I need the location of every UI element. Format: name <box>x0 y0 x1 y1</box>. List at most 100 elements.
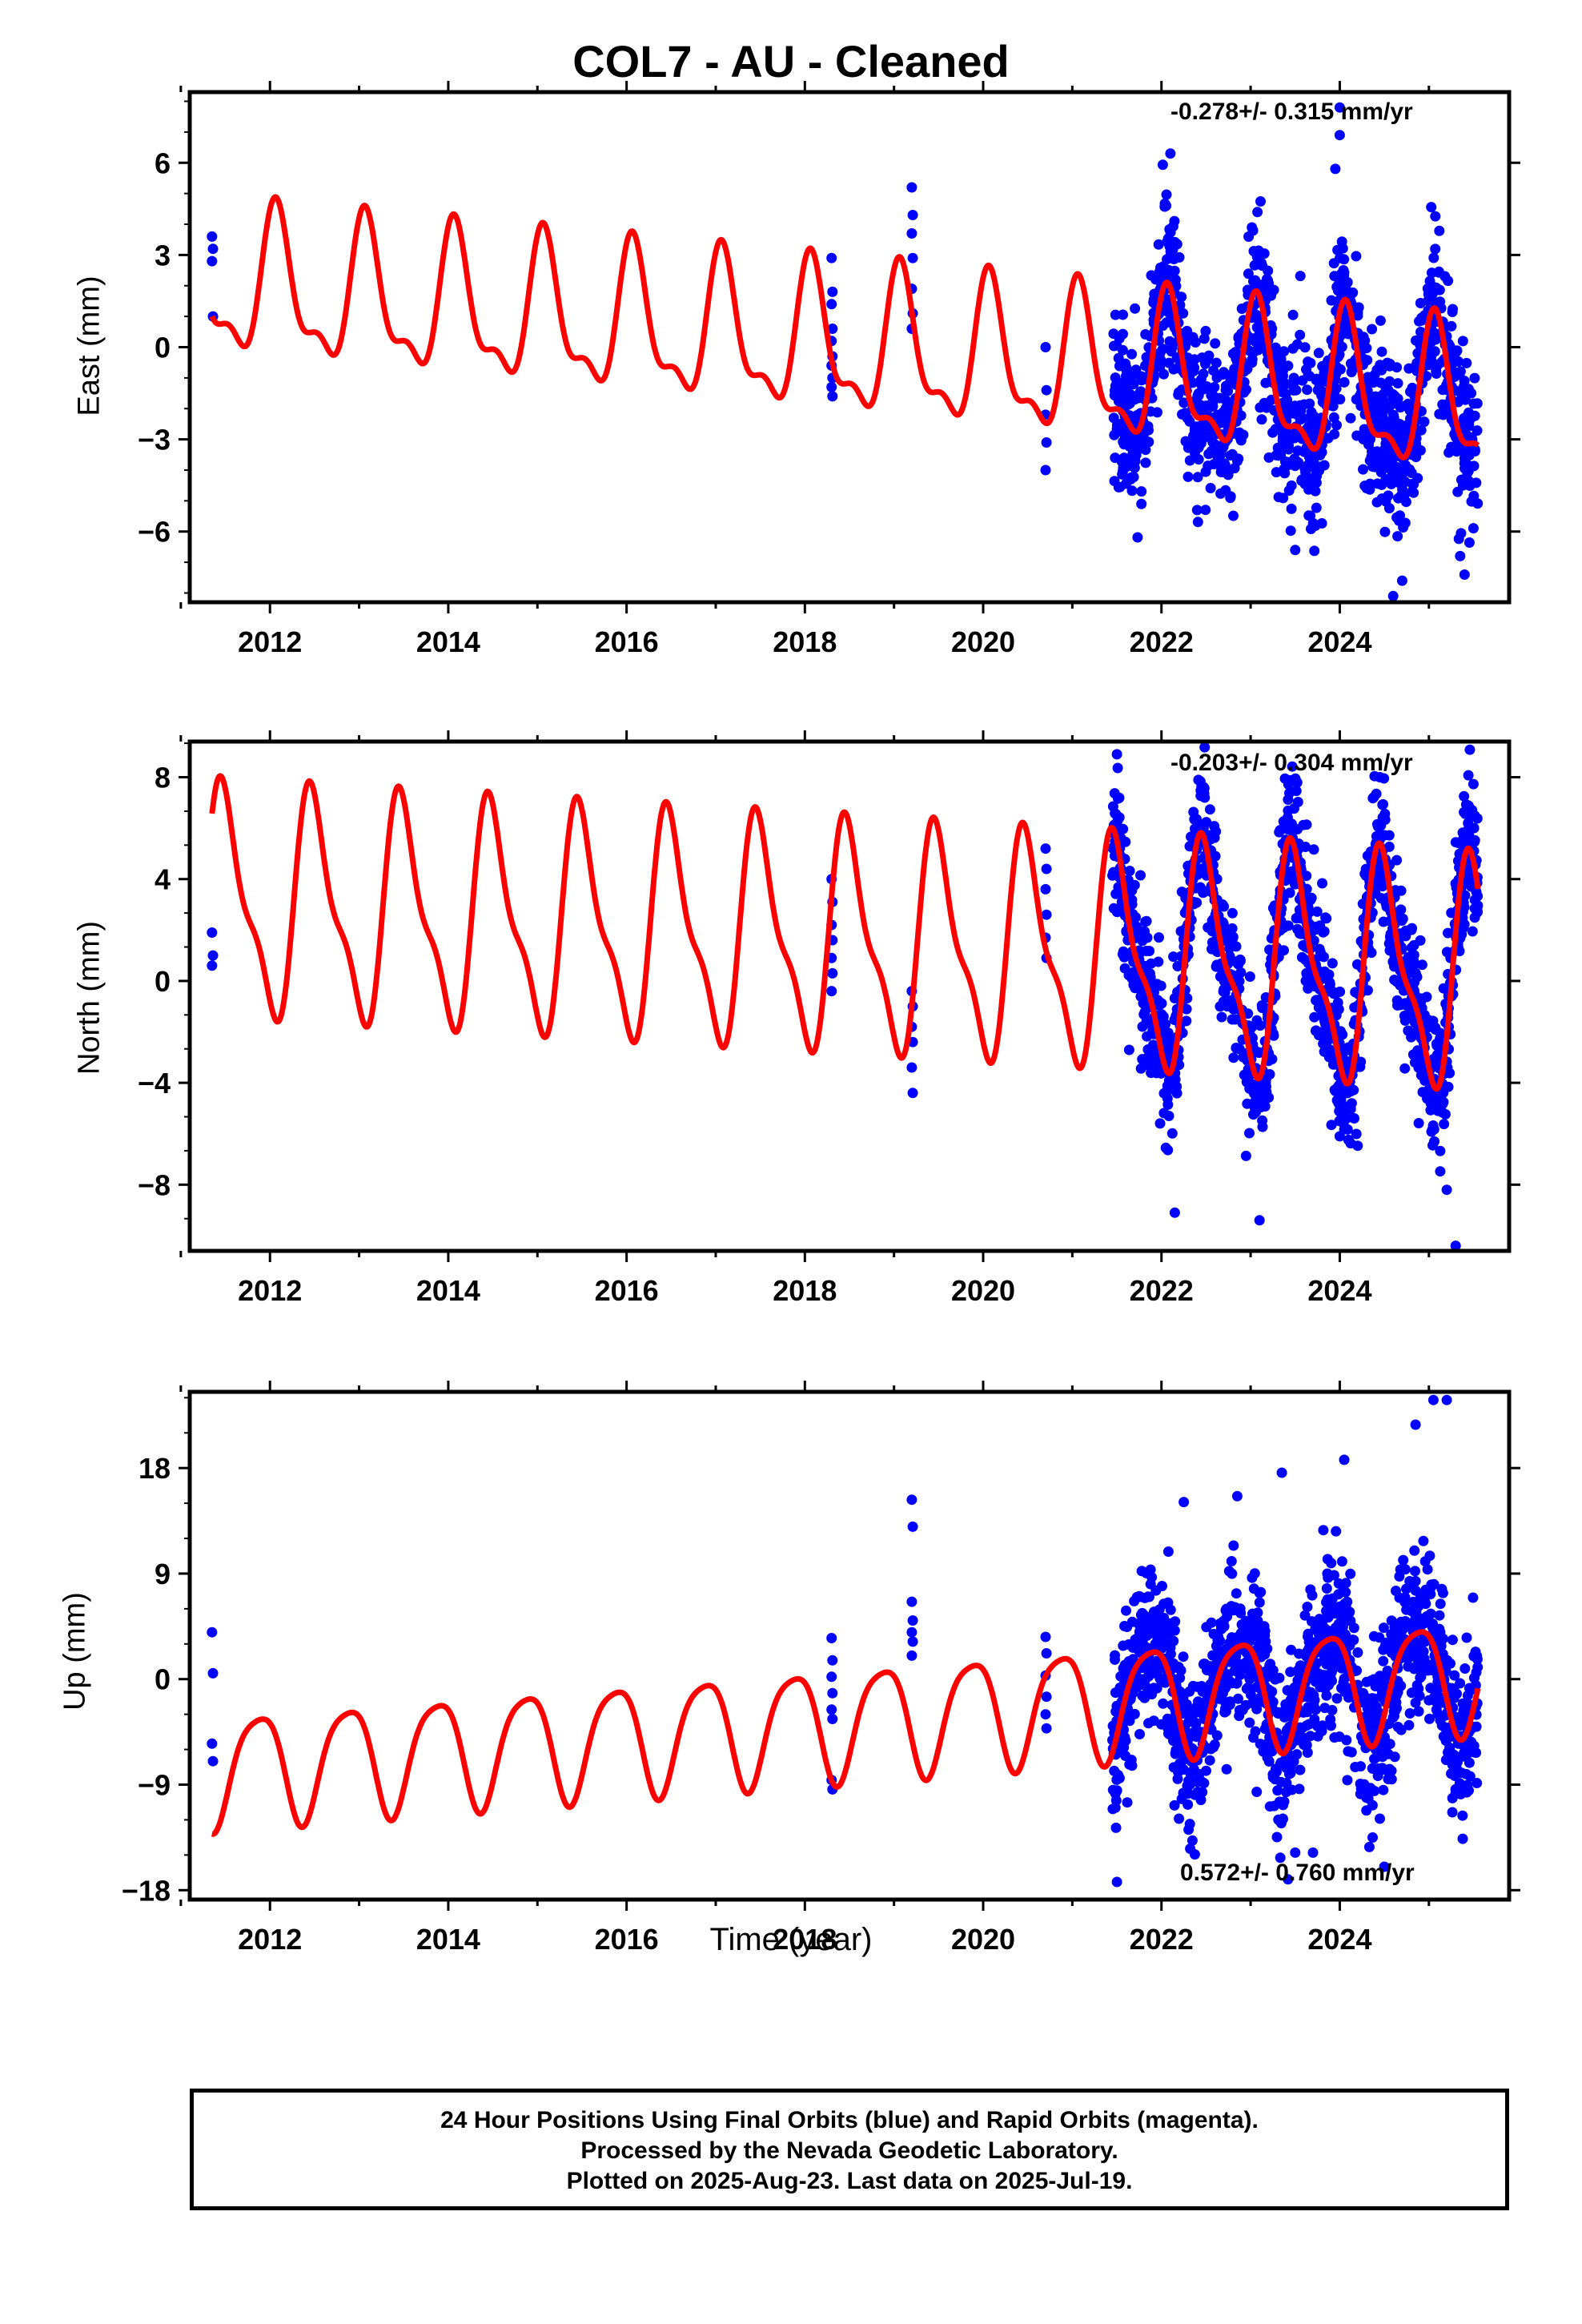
up-data-point <box>826 1633 837 1643</box>
up-data-point <box>1137 1691 1147 1701</box>
up-data-point <box>1192 1787 1203 1797</box>
up-data-point <box>1241 1616 1251 1626</box>
up-data-point <box>1228 1541 1239 1551</box>
up-data-point <box>1322 1583 1332 1594</box>
up-panel: −18 −9 0 9 18 2012 2014 2016 2018 2020 2022 2024 Up… <box>0 0 1582 1970</box>
up-data-point <box>1190 1718 1200 1728</box>
up-data-point <box>1424 1714 1435 1724</box>
up-data-point <box>1252 1607 1263 1618</box>
up-data-point <box>1180 1701 1191 1711</box>
up-data-point <box>1294 1783 1304 1794</box>
up-data-point <box>1309 1714 1319 1724</box>
up-data-point <box>1394 1571 1404 1582</box>
up-data-point <box>1158 1699 1168 1709</box>
up-data-point <box>1157 1581 1167 1591</box>
up-data-point <box>1456 1767 1467 1778</box>
up-ytick-label: −18 <box>122 1874 171 1907</box>
up-data-point <box>1418 1618 1428 1629</box>
up-data-point <box>906 1494 917 1505</box>
up-data-point <box>1248 1631 1259 1642</box>
up-data-point <box>1231 1588 1242 1598</box>
up-data-point <box>1233 1694 1243 1704</box>
up-data-point <box>1323 1554 1333 1564</box>
up-data-point <box>1142 1617 1152 1627</box>
up-data-point <box>1222 1764 1232 1775</box>
up-data-point <box>1409 1664 1419 1675</box>
up-data-point <box>1407 1606 1417 1616</box>
up-data-point <box>1458 1699 1468 1709</box>
up-data-point <box>1166 1605 1176 1615</box>
up-data-point <box>1120 1660 1130 1671</box>
up-data-point <box>1352 1647 1363 1658</box>
up-data-point <box>1173 1774 1183 1784</box>
up-data-point <box>1408 1597 1419 1607</box>
up-data-point <box>1339 1454 1350 1465</box>
footer-line-1: 24 Hour Positions Using Final Orbits (bl… <box>194 2105 1505 2136</box>
up-data-point <box>1441 1755 1452 1765</box>
up-data-point <box>1378 1656 1388 1667</box>
up-data-point <box>1186 1777 1196 1787</box>
up-data-point <box>1205 1755 1215 1766</box>
up-data-point <box>1331 1526 1341 1537</box>
up-data-point <box>1403 1654 1413 1664</box>
up-data-point <box>827 1655 837 1666</box>
up-data-point <box>207 1739 217 1749</box>
up-data-point <box>1163 1546 1174 1557</box>
up-data-point <box>1152 1683 1162 1694</box>
up-data-point <box>1111 1775 1122 1785</box>
up-data-point <box>1363 1703 1373 1714</box>
up-data-point <box>208 1756 219 1767</box>
up-data-point <box>1305 1584 1315 1594</box>
up-data-point <box>1410 1566 1420 1576</box>
up-data-point <box>1472 1778 1482 1788</box>
up-data-point <box>1174 1814 1184 1824</box>
up-data-point <box>1329 1651 1339 1662</box>
up-data-point <box>1399 1622 1410 1633</box>
up-data-point <box>1251 1727 1261 1737</box>
up-data-point <box>1339 1674 1350 1684</box>
up-data-point <box>1387 1615 1397 1626</box>
up-data-point <box>1182 1799 1193 1810</box>
up-data-point <box>1411 1420 1421 1430</box>
up-data-point <box>1290 1848 1300 1858</box>
up-data-point <box>1255 1598 1265 1608</box>
up-data-point <box>1152 1634 1162 1644</box>
up-data-point <box>1243 1683 1254 1693</box>
up-data-point <box>1216 1624 1227 1634</box>
up-data-point <box>1313 1623 1323 1634</box>
up-data-point <box>1339 1600 1349 1610</box>
up-data-point <box>1418 1536 1428 1546</box>
up-data-point <box>1135 1592 1146 1602</box>
up-data-point <box>1364 1842 1375 1852</box>
up-data-point <box>1275 1796 1285 1807</box>
up-data-point <box>1146 1572 1157 1582</box>
up-data-point <box>1303 1629 1314 1639</box>
up-data-point <box>1361 1805 1371 1815</box>
up-data-point <box>1107 1803 1118 1814</box>
up-data-point <box>1263 1752 1273 1763</box>
up-data-point <box>1395 1681 1406 1691</box>
up-data-point <box>1134 1626 1145 1637</box>
up-data-point <box>1455 1778 1465 1788</box>
up-data-point <box>1387 1637 1398 1647</box>
up-data-point <box>1120 1751 1130 1761</box>
up-data-point <box>1409 1616 1419 1626</box>
up-data-point <box>1255 1739 1266 1749</box>
up-data-point <box>1409 1546 1419 1556</box>
up-data-point <box>827 1688 837 1699</box>
up-data-point <box>1134 1729 1145 1739</box>
up-data-point <box>1273 1815 1283 1825</box>
up-data-point <box>1388 1712 1399 1723</box>
up-data-point <box>1251 1787 1262 1797</box>
up-data-point <box>1171 1662 1182 1672</box>
up-data-point <box>1325 1599 1335 1610</box>
up-data-point <box>1143 1666 1154 1676</box>
footer-line-3: Plotted on 2025-Aug-23. Last data on 202… <box>194 2166 1505 2197</box>
up-data-point <box>1439 1731 1449 1742</box>
up-data-point <box>1319 1703 1330 1713</box>
up-data-point <box>1221 1604 1231 1614</box>
up-y-axis-label: Up (mm) <box>58 1592 93 1711</box>
up-data-point <box>1280 1699 1291 1710</box>
up-data-point <box>1255 1587 1266 1598</box>
up-data-point <box>1164 1729 1174 1739</box>
